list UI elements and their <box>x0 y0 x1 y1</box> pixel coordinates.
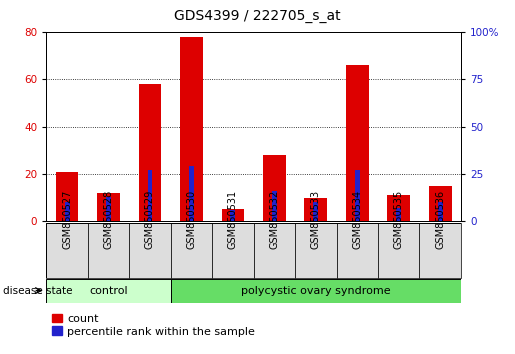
Bar <box>396 208 401 221</box>
Bar <box>139 84 161 221</box>
Text: GSM850535: GSM850535 <box>394 190 404 249</box>
Bar <box>304 198 327 221</box>
Text: GSM850527: GSM850527 <box>62 190 72 249</box>
Text: control: control <box>89 286 128 296</box>
Bar <box>189 166 194 221</box>
FancyBboxPatch shape <box>171 223 212 278</box>
Bar <box>313 202 318 221</box>
Bar <box>230 210 235 221</box>
FancyBboxPatch shape <box>88 223 129 278</box>
Bar <box>438 202 443 221</box>
FancyBboxPatch shape <box>337 223 378 278</box>
Bar <box>263 155 286 221</box>
FancyBboxPatch shape <box>419 223 461 278</box>
Text: GSM850534: GSM850534 <box>352 190 362 249</box>
Bar <box>387 195 410 221</box>
FancyBboxPatch shape <box>171 279 461 303</box>
Bar <box>355 170 360 221</box>
Bar <box>56 172 78 221</box>
Bar <box>272 191 277 221</box>
Text: GDS4399 / 222705_s_at: GDS4399 / 222705_s_at <box>174 9 341 23</box>
FancyBboxPatch shape <box>253 223 295 278</box>
FancyBboxPatch shape <box>378 223 419 278</box>
Text: GSM850530: GSM850530 <box>186 190 196 249</box>
Text: polycystic ovary syndrome: polycystic ovary syndrome <box>241 286 391 296</box>
Text: disease state: disease state <box>3 286 72 296</box>
Bar <box>429 186 452 221</box>
Text: GSM850529: GSM850529 <box>145 190 155 249</box>
Legend: count, percentile rank within the sample: count, percentile rank within the sample <box>52 314 255 337</box>
Text: GSM850531: GSM850531 <box>228 190 238 249</box>
Text: GSM850536: GSM850536 <box>435 190 445 249</box>
Bar <box>97 193 120 221</box>
Text: GSM850532: GSM850532 <box>269 190 279 249</box>
FancyBboxPatch shape <box>295 223 337 278</box>
Bar <box>180 36 203 221</box>
Bar <box>106 196 111 221</box>
Bar <box>147 170 152 221</box>
Text: GSM850533: GSM850533 <box>311 190 321 249</box>
FancyBboxPatch shape <box>129 223 171 278</box>
Bar <box>346 65 369 221</box>
FancyBboxPatch shape <box>46 223 88 278</box>
FancyBboxPatch shape <box>212 223 253 278</box>
Bar <box>221 210 244 221</box>
FancyBboxPatch shape <box>46 279 171 303</box>
Bar <box>64 202 70 221</box>
Text: GSM850528: GSM850528 <box>104 190 113 249</box>
